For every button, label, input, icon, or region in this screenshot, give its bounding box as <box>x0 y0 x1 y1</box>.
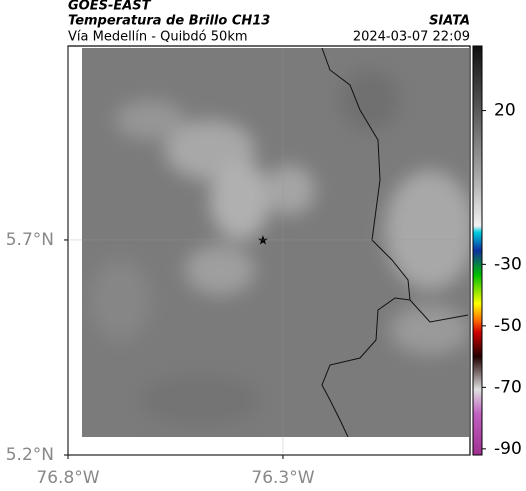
source: SIATA <box>429 14 470 29</box>
satellite-image <box>82 48 469 437</box>
y-tick-label: 5.2°N <box>6 445 54 465</box>
title: GOES-EAST <box>68 0 152 14</box>
y-tick-label: 5.7°N <box>6 230 54 250</box>
colorbar-tick-label: -50 <box>494 316 522 336</box>
datetime: 2024-03-07 22:09 <box>353 30 470 45</box>
subtitle: Temperatura de Brillo CH13 <box>68 14 270 29</box>
header: GOES-EAST Temperatura de Brillo CH13 Vía… <box>68 0 470 45</box>
colorbar-tick-label: 20 <box>494 101 516 121</box>
region: Vía Medellín - Quibdó 50km <box>68 30 248 45</box>
colorbar <box>472 45 483 456</box>
x-tick-label: 76.3°W <box>251 468 314 488</box>
colorbar-tick-label: -90 <box>494 439 522 459</box>
location-marker: ★ <box>257 234 269 249</box>
colorbar-tick-label: -30 <box>494 254 522 274</box>
x-tick-label: 76.8°W <box>36 468 99 488</box>
colorbar-tick-label: -70 <box>494 377 522 397</box>
